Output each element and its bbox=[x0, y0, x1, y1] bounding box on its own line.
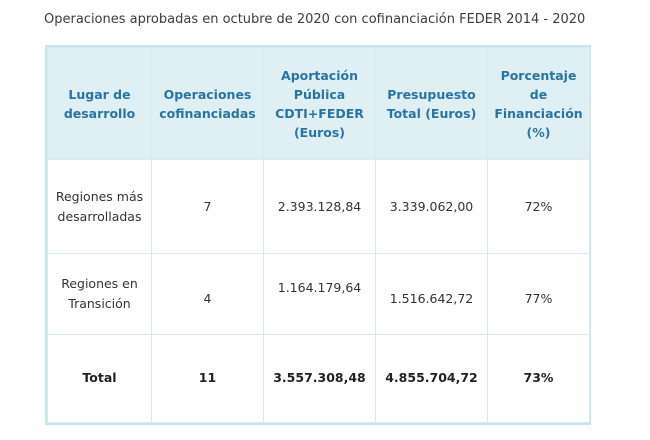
table-header-row: Lugar de desarrollo Operaciones cofinanc… bbox=[47, 47, 590, 160]
header-aportacion: Aportación Pública CDTI+FEDER (Euros) bbox=[263, 47, 376, 160]
cell-porcentaje: 72% bbox=[487, 158, 590, 255]
total-porcentaje: 73% bbox=[487, 333, 590, 424]
cell-aportacion: 2.393.128,84 bbox=[263, 158, 376, 255]
header-lugar: Lugar de desarrollo bbox=[47, 47, 152, 160]
total-operaciones: 11 bbox=[151, 333, 264, 424]
table-total-row: Total 11 3.557.308,48 4.855.704,72 73% bbox=[47, 333, 590, 424]
cell-presupuesto: 3.339.062,00 bbox=[375, 158, 488, 255]
financing-table: Lugar de desarrollo Operaciones cofinanc… bbox=[47, 47, 590, 424]
cell-porcentaje: 77% bbox=[487, 253, 590, 335]
table-row: Regiones más desarrolladas 7 2.393.128,8… bbox=[47, 158, 590, 255]
cell-lugar: Regiones más desarrolladas bbox=[47, 158, 152, 255]
cell-presupuesto: 1.516.642,72 bbox=[375, 253, 488, 335]
cell-operaciones: 4 bbox=[151, 253, 264, 335]
total-presupuesto: 4.855.704,72 bbox=[375, 333, 488, 424]
financing-table-container: Lugar de desarrollo Operaciones cofinanc… bbox=[45, 45, 591, 425]
cell-operaciones: 7 bbox=[151, 158, 264, 255]
header-operaciones: Operaciones cofinanciadas bbox=[151, 47, 264, 160]
header-porcentaje: Porcentaje de Financiación (%) bbox=[487, 47, 590, 160]
table-row: Regiones en Transición 4 1.164.179,64 1.… bbox=[47, 253, 590, 335]
total-label: Total bbox=[47, 333, 152, 424]
table-caption: Operaciones aprobadas en octubre de 2020… bbox=[44, 12, 586, 27]
header-presupuesto: Presupuesto Total (Euros) bbox=[375, 47, 488, 160]
cell-lugar: Regiones en Transición bbox=[47, 253, 152, 335]
cell-aportacion: 1.164.179,64 bbox=[263, 253, 376, 335]
total-aportacion: 3.557.308,48 bbox=[263, 333, 376, 424]
